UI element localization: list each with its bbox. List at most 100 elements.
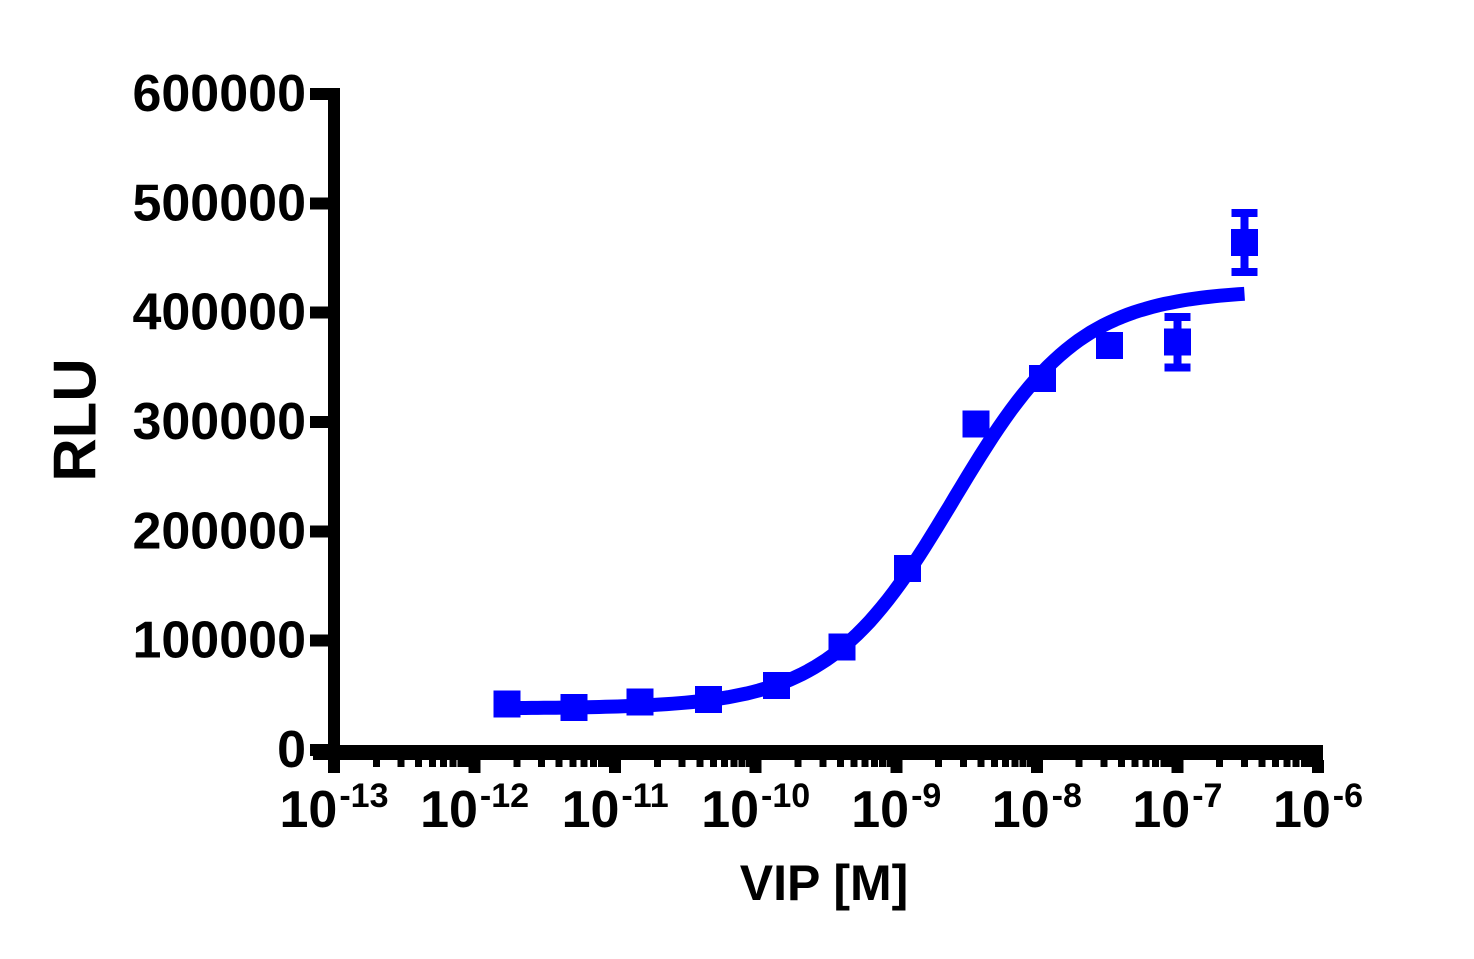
x-minor-tick [1283,760,1291,767]
x-minor-tick [1258,760,1266,767]
x-minor-tick [850,760,858,767]
x-minor-tick [1152,760,1160,767]
y-tick [310,416,328,428]
y-tick [310,306,328,319]
data-point [1163,328,1191,356]
y-tick-label: 600000 [132,65,306,123]
x-minor-tick [1308,760,1316,767]
x-minor-tick [879,760,887,767]
x-minor-tick [397,760,405,767]
data-point [962,410,990,438]
y-tick [310,634,328,647]
x-minor-tick [555,760,563,767]
x-minor-tick [1240,760,1248,767]
x-minor-tick [1117,760,1125,767]
x-tick-label: 10-7 [1132,777,1222,839]
x-axis: 10-13 10-12 10-11 10-10 10-9 10-8 10-7 10-6 [280,745,1364,839]
fit-curve-group [507,286,1245,716]
error-bar-cap-bottom [1231,268,1258,277]
x-minor-tick [457,760,465,767]
x-minor-tick [1131,760,1139,767]
x-minor-tick [836,760,844,767]
x-minor-tick [1011,760,1019,767]
x-minor-tick [439,760,447,767]
x-minor-tick [428,760,436,767]
y-axis-title: RLU [42,358,109,481]
x-axis-minor-ticks [372,760,1316,767]
y-axis: 0 100000 200000 300000 400000 500000 600000 [132,65,340,779]
x-minor-tick [513,760,521,767]
y-axis-spine [328,88,340,770]
x-minor-tick [959,760,967,767]
x-minor-tick [861,760,869,767]
x-minor-tick [464,760,472,767]
x-minor-tick [605,760,613,767]
y-tick-label: 0 [277,721,306,779]
x-axis-spine [313,745,1323,760]
x-minor-tick [678,760,686,767]
x-minor-tick [819,760,827,767]
x-minor-tick [1026,760,1034,767]
fit-curve [507,286,1245,716]
x-minor-tick [1300,760,1308,767]
x-tick-label: 10-8 [992,777,1082,839]
y-tick-label: 200000 [132,502,306,560]
x-axis-title: VIP [M] [740,855,909,911]
x-minor-tick [709,760,717,767]
x-minor-tick [598,760,606,767]
x-minor-tick [1002,760,1010,767]
x-tick-label: 10-9 [851,777,941,839]
y-tick [310,525,328,538]
x-minor-tick [449,760,457,767]
y-tick [310,197,328,210]
error-bar-cap-top [1164,313,1191,322]
x-tick-label: 10-10 [701,777,810,839]
x-minor-tick [372,760,380,767]
x-minor-tick [1075,760,1083,767]
x-minor-tick [1100,760,1108,767]
x-minor-tick [696,760,704,767]
x-minor-tick [653,760,661,767]
x-tick-label: 10-13 [280,777,389,839]
x-minor-tick [977,760,985,767]
x-minor-tick [794,760,802,767]
x-minor-tick [1019,760,1027,767]
x-minor-tick [569,760,577,767]
y-tick-label: 400000 [132,284,306,342]
x-minor-tick [738,760,746,767]
error-bar-cap-top [1231,209,1258,218]
x-minor-tick [1160,760,1168,767]
x-minor-tick [935,760,943,767]
x-minor-tick [589,760,597,767]
y-tick-label: 500000 [132,174,306,232]
y-tick-label: 300000 [132,393,306,451]
x-minor-tick [886,760,894,767]
data-point [1096,331,1124,359]
x-tick-label: 10-6 [1273,777,1363,839]
x-minor-tick [580,760,588,767]
error-bar-cap-bottom [1164,363,1191,372]
x-minor-tick [721,760,729,767]
y-tick [310,88,328,100]
y-tick-label: 100000 [132,612,306,670]
x-tick-label: 10-11 [562,777,669,839]
x-minor-tick [991,760,999,767]
x-minor-tick [415,760,423,767]
data-point [1230,229,1258,257]
x-minor-tick [1167,760,1175,767]
x-tick-label: 10-12 [420,777,529,839]
x-minor-tick [1216,760,1224,767]
x-minor-tick [871,760,879,767]
x-minor-tick [538,760,546,767]
x-minor-tick [1292,760,1300,767]
y-axis-tick-labels: 0 100000 200000 300000 400000 500000 600000 [132,65,306,779]
x-major-tick [328,760,340,773]
x-minor-tick [745,760,753,767]
y-axis-ticks [310,88,328,756]
x-minor-tick [1142,760,1150,767]
x-minor-tick [730,760,738,767]
x-minor-tick [1272,760,1280,767]
x-axis-tick-labels: 10-13 10-12 10-11 10-10 10-9 10-8 10-7 10-6 [280,777,1364,839]
